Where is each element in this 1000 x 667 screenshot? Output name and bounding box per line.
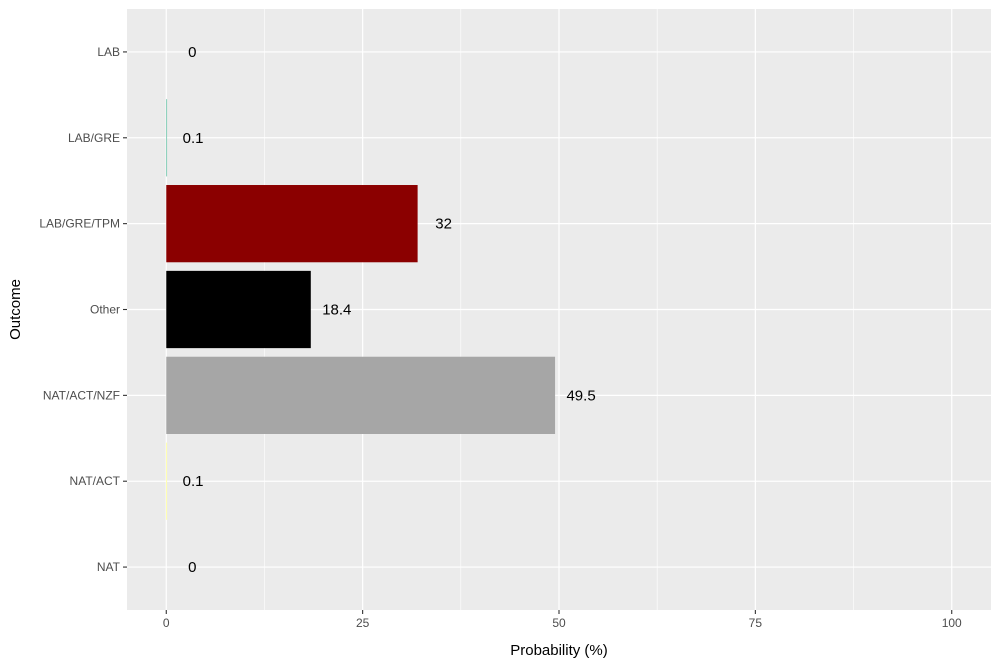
y-tick-label: NAT/ACT [70,474,121,488]
y-tick-label: LAB [97,45,120,59]
x-axis: 0 25 50 75 100 [163,610,962,630]
y-axis-title: Outcome [7,279,24,340]
bars [166,99,556,520]
data-label: 18.4 [322,302,351,319]
y-tick-label: NAT [97,560,121,574]
x-tick-label: 50 [552,616,566,630]
y-tick-label: LAB/GRE [68,131,120,145]
data-label: 49.5 [566,387,595,404]
x-axis-title: Probability (%) [510,642,608,659]
x-tick-label: 100 [942,616,962,630]
y-tick-label: NAT/ACT/NZF [43,388,120,402]
data-label: 0 [188,559,196,576]
data-label: 0 [188,44,196,61]
bar [166,99,168,177]
y-tick-label: LAB/GRE/TPM [39,217,120,231]
data-labels: 0 0.1 32 18.4 49.5 0.1 0 [183,44,596,576]
x-tick-label: 0 [163,616,170,630]
x-tick-label: 25 [356,616,370,630]
major-gridlines [127,9,991,610]
data-label: 32 [435,216,452,233]
y-tick-label: Other [90,303,120,317]
bar [166,185,418,263]
x-tick-label: 75 [749,616,763,630]
data-label: 0.1 [183,130,204,147]
bar [166,442,168,520]
bar [166,270,311,349]
bar [166,356,556,434]
y-axis: LAB LAB/GRE LAB/GRE/TPM Other NAT/ACT/NZF NAT… [39,45,127,574]
data-label: 0.1 [183,473,204,490]
